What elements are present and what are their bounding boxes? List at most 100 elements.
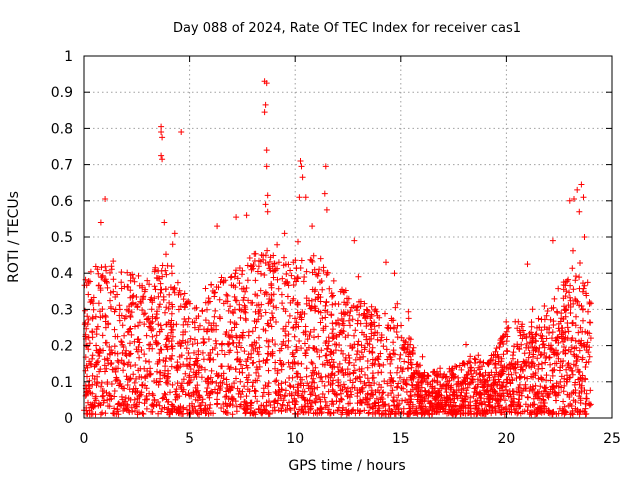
data-point	[254, 348, 261, 355]
data-point	[363, 320, 370, 327]
data-point	[93, 361, 100, 368]
data-point-outlier	[578, 181, 585, 188]
data-point	[231, 380, 238, 387]
data-point	[409, 347, 416, 354]
data-point	[322, 398, 329, 405]
data-point	[475, 352, 482, 359]
data-point	[426, 407, 432, 414]
data-point	[524, 375, 531, 382]
data-point	[189, 341, 196, 348]
data-point	[545, 407, 552, 414]
data-point	[133, 401, 140, 408]
data-point	[553, 360, 560, 367]
data-point	[535, 361, 542, 368]
data-point	[182, 370, 189, 377]
data-point	[229, 334, 236, 341]
data-point	[131, 379, 138, 386]
data-point	[278, 366, 285, 373]
data-point	[349, 345, 356, 352]
data-point	[268, 292, 275, 298]
data-point	[376, 405, 383, 412]
data-point	[286, 405, 293, 412]
data-point-outlier	[159, 134, 166, 141]
data-point	[88, 298, 95, 305]
data-point	[261, 291, 268, 298]
data-point	[417, 398, 424, 405]
data-point	[543, 353, 550, 360]
data-point	[437, 370, 444, 377]
data-point	[403, 389, 410, 395]
data-point	[202, 317, 209, 324]
data-point	[415, 393, 422, 400]
data-point	[121, 332, 128, 339]
data-point	[236, 339, 242, 346]
data-point	[177, 291, 184, 298]
data-point	[309, 360, 316, 367]
data-point	[238, 285, 245, 292]
data-point	[180, 376, 187, 383]
data-point	[95, 282, 102, 289]
x-tick-label: 20	[497, 431, 515, 447]
data-point	[234, 349, 241, 356]
data-point-outlier	[321, 190, 328, 197]
data-point	[337, 288, 344, 295]
data-point	[329, 386, 336, 393]
data-point	[385, 402, 392, 409]
data-point	[503, 318, 510, 325]
data-point	[252, 324, 259, 331]
data-point	[329, 380, 336, 387]
data-point	[405, 308, 412, 315]
data-point	[125, 359, 132, 366]
data-point	[394, 402, 401, 409]
data-point	[354, 375, 361, 382]
data-point	[117, 402, 124, 409]
data-point	[107, 269, 113, 276]
data-point	[308, 359, 315, 366]
data-point	[202, 406, 209, 413]
data-point	[543, 312, 550, 319]
data-point	[103, 267, 110, 274]
data-point	[330, 326, 336, 333]
data-point	[237, 378, 244, 385]
data-point	[85, 383, 92, 390]
data-point	[569, 320, 576, 327]
data-point	[372, 399, 378, 406]
data-point	[289, 349, 296, 356]
data-point	[95, 300, 102, 307]
data-point	[157, 301, 163, 308]
data-point	[303, 373, 310, 380]
data-point	[160, 357, 167, 364]
data-point	[252, 277, 259, 284]
data-point	[585, 358, 592, 365]
data-point	[369, 370, 376, 377]
data-point	[573, 357, 580, 364]
data-point	[325, 379, 332, 385]
data-point	[400, 385, 407, 392]
data-point	[136, 282, 143, 289]
data-point	[315, 370, 322, 377]
data-point	[143, 405, 150, 412]
data-point	[157, 286, 164, 293]
data-point	[193, 315, 200, 322]
x-tick-label: 10	[286, 431, 304, 447]
data-point	[375, 356, 382, 363]
data-point	[265, 367, 272, 374]
data-point	[141, 365, 148, 372]
data-point	[242, 315, 249, 322]
data-point	[492, 360, 499, 367]
data-point-outlier	[571, 196, 577, 202]
data-point	[283, 271, 290, 277]
data-point	[337, 383, 344, 389]
data-point	[217, 379, 224, 386]
data-point	[147, 365, 154, 372]
data-point	[404, 365, 411, 372]
data-point	[281, 393, 288, 400]
data-point	[84, 343, 90, 350]
data-point	[132, 323, 138, 330]
data-point	[171, 405, 178, 412]
data-point	[341, 299, 348, 306]
y-tick-label: 0.2	[51, 339, 73, 355]
data-point	[418, 373, 425, 380]
data-point-outlier	[264, 192, 271, 199]
data-point	[92, 263, 99, 270]
